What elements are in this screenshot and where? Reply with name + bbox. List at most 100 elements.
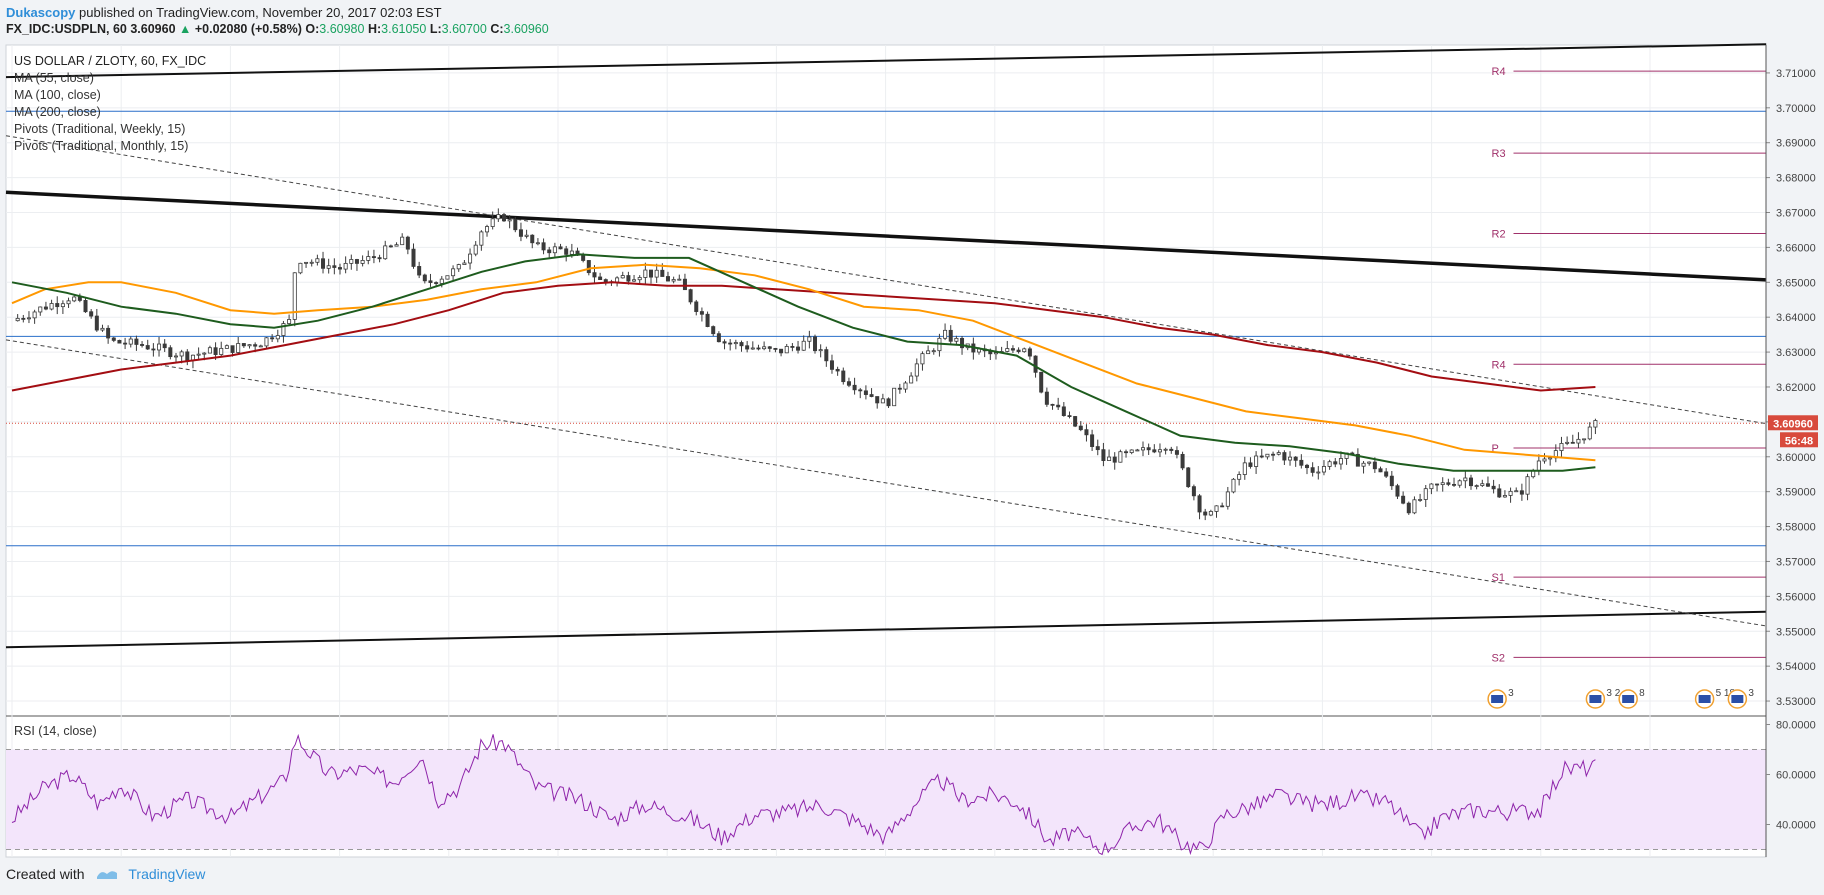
tradingview-link[interactable]: TradingView [128, 866, 206, 882]
candle-body [258, 345, 263, 348]
pivot-label: R2 [1492, 228, 1506, 240]
pivot-label: S2 [1492, 652, 1505, 664]
price-tick-label: 3.56000 [1776, 591, 1816, 603]
candle-body [558, 246, 563, 250]
legend-ma100[interactable]: MA (100, close) [14, 88, 101, 102]
candle-body [1050, 403, 1055, 406]
candle-body [620, 275, 625, 279]
candle-body [869, 394, 874, 397]
candle-body [134, 338, 139, 345]
price-tick-label: 3.70000 [1776, 103, 1816, 115]
rsi-label[interactable]: RSI (14, close) [14, 724, 97, 738]
candle-body [694, 301, 699, 312]
candle-body [1519, 490, 1524, 495]
legend-monthly-pivots[interactable]: Pivots (Traditional, Monthly, 15) [14, 139, 188, 153]
candle-body [1231, 478, 1236, 493]
candle-body [1180, 453, 1185, 469]
candle-body [1514, 490, 1519, 493]
low-value: 3.60700 [441, 22, 487, 36]
event-markers[interactable]: 3 3 2 8 5 18 3 [1487, 688, 1754, 709]
legend-ma55[interactable]: MA (55, close) [14, 71, 94, 85]
event-count: 8 [1639, 688, 1645, 699]
candle-body [1565, 441, 1570, 444]
candle-body [15, 317, 20, 322]
candle-body [626, 275, 631, 282]
candle-body [1435, 483, 1440, 486]
candle-body [60, 303, 65, 308]
candle-body [852, 384, 857, 391]
candle-body [247, 344, 252, 347]
candle-body [417, 266, 422, 276]
candle-body [1304, 464, 1309, 469]
candle-body [728, 342, 733, 345]
time-tick-label: 3 [227, 861, 233, 862]
candle-body [886, 398, 891, 407]
tradingview-logo-icon [97, 871, 118, 879]
candle-body [824, 349, 829, 362]
candle-body [1186, 467, 1191, 488]
candle-body [1276, 452, 1281, 455]
candle-body [784, 346, 789, 354]
price-tick-label: 3.59000 [1776, 487, 1816, 499]
candle-body [745, 345, 750, 350]
flag-stripe[interactable] [1589, 695, 1602, 703]
flag-stripe[interactable] [1731, 695, 1744, 703]
candle-body [326, 265, 331, 269]
candle-body [541, 242, 546, 251]
candle-body [123, 342, 128, 345]
candle-body [196, 353, 201, 356]
candle-body [1039, 371, 1044, 393]
event-count: 5 18 [1716, 688, 1736, 699]
time-tick-label: 9 [664, 861, 670, 862]
candle-body [1480, 483, 1485, 486]
candle-body [83, 300, 88, 313]
trend-line [5, 135, 1767, 425]
candle-body [1542, 458, 1547, 462]
candle-body [309, 261, 314, 264]
price-axis[interactable]: 3.71000 3.70000 3.69000 3.68000 3.67000 3.660… [1765, 45, 1816, 857]
candle-body [439, 278, 444, 284]
candle-body [1418, 499, 1423, 501]
candle-body [298, 262, 303, 274]
candle-body [1101, 449, 1106, 461]
author-link[interactable]: Dukascopy [6, 5, 76, 20]
candle-body [1016, 349, 1021, 353]
legend-ma200[interactable]: MA (200, close) [14, 105, 101, 119]
flag-stripe[interactable] [1698, 695, 1711, 703]
flag-stripe[interactable] [1622, 695, 1635, 703]
candle-body [151, 348, 156, 351]
candle-body [468, 253, 473, 264]
candle-body [179, 351, 184, 357]
candle-body [903, 382, 908, 390]
price-tick-label: 3.54000 [1776, 661, 1816, 673]
candle-body [818, 349, 823, 352]
candle-body [750, 347, 755, 350]
candle-body [586, 260, 591, 274]
rsi-pane [6, 733, 1766, 856]
price-tick-label: 3.66000 [1776, 242, 1816, 254]
candle-body [1124, 451, 1129, 454]
candle-body [1321, 466, 1326, 473]
price-tick-label: 3.57000 [1776, 556, 1816, 568]
candle-body [315, 258, 320, 263]
candle-body [1271, 453, 1276, 456]
candle-body [1073, 416, 1078, 427]
candle-body [337, 267, 342, 270]
price-change: +0.02080 (+0.58%) [194, 22, 302, 36]
candle-body [1468, 477, 1473, 487]
candle-body [829, 360, 834, 370]
rsi-tick-label: 80.0000 [1776, 720, 1816, 732]
candle-body [1107, 456, 1112, 461]
candle-body [1242, 462, 1247, 475]
candle-body [1548, 457, 1553, 460]
candle-body [1485, 483, 1490, 487]
flag-stripe[interactable] [1491, 695, 1504, 703]
candle-body [654, 269, 659, 278]
price-tick-label: 3.55000 [1776, 626, 1816, 638]
time-axis[interactable]: Nov 2 3 6 7 8 9 10 13 14 15 16 17 20 21 22 [12, 861, 1656, 862]
candle-body [660, 269, 665, 277]
candle-body [1502, 495, 1507, 498]
legend-weekly-pivots[interactable]: Pivots (Traditional, Weekly, 15) [14, 122, 185, 136]
high-label: H: [367, 22, 382, 36]
